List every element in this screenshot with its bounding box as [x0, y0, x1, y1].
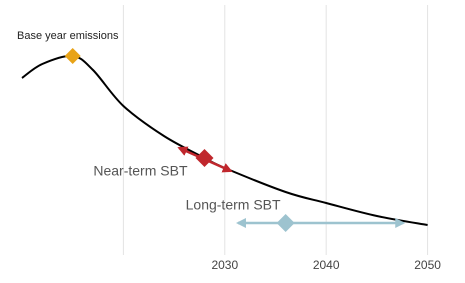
- x-tick-label: 2040: [313, 258, 340, 272]
- x-tick-label: 2030: [211, 258, 238, 272]
- annotation-label: Long-term SBT: [186, 197, 281, 213]
- annotation-label: Base year emissions: [17, 30, 119, 42]
- diamond-marker: [276, 214, 295, 232]
- x-tick-label: 2050: [414, 258, 441, 272]
- diamond-marker: [195, 149, 214, 167]
- annotation-label: Near-term SBT: [93, 163, 188, 179]
- diamond-marker: [64, 48, 81, 64]
